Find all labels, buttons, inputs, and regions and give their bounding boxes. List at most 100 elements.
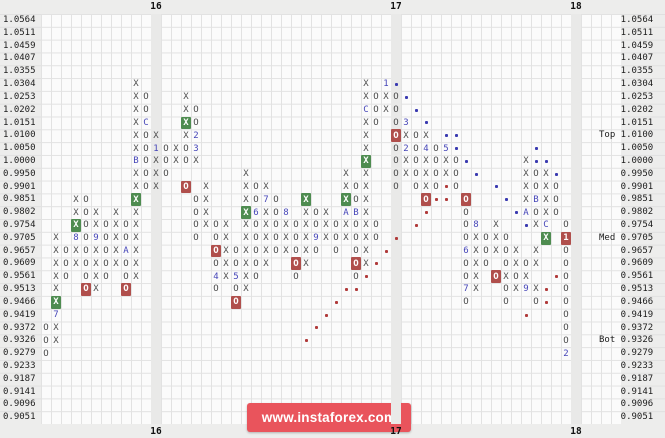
price-label-left: 0.9279: [3, 348, 36, 359]
pnf-cell: O: [533, 181, 539, 192]
pnf-cell: X: [133, 271, 139, 282]
pnf-cell: X: [343, 169, 349, 180]
pnf-cell: O: [193, 220, 199, 231]
price-label-left: 0.9466: [3, 296, 36, 307]
instaforex-watermark[interactable]: www.instaforex.com: [247, 403, 411, 432]
pnf-cell: O: [353, 220, 359, 231]
dot-glyph: [544, 287, 548, 291]
pnf-cell: X: [303, 220, 309, 231]
pnf-cell: O: [83, 194, 89, 205]
dot-glyph: [414, 223, 418, 227]
pnf-cell: X: [93, 284, 99, 295]
dot-glyph: [374, 262, 378, 266]
pnf-cell: X: [363, 194, 369, 205]
pnf-cell: X: [523, 181, 529, 192]
pnf-cell: O: [233, 284, 239, 295]
pnf-cell: O: [253, 181, 259, 192]
pnf-cell: O: [193, 105, 199, 116]
pnf-cell: O: [463, 297, 469, 308]
projection-dot-red: [411, 219, 421, 232]
pnf-cell: O: [563, 284, 569, 295]
projection-dot-red: [541, 296, 551, 309]
pnf-cell: O: [143, 130, 149, 141]
pnf-cell: X: [93, 246, 99, 257]
month-marker: 9: [93, 233, 99, 244]
pnf-cell: O: [433, 181, 439, 192]
pnf-cell: O: [233, 258, 239, 269]
pnf-cell: X: [133, 169, 139, 180]
month-marker: 2: [563, 348, 569, 359]
month-marker: 5: [443, 143, 449, 154]
projection-dot-blue: [511, 206, 521, 219]
pnf-cell: O: [463, 271, 469, 282]
pnf-cell: X: [153, 130, 159, 141]
pnf-cell: X: [383, 92, 389, 103]
pnf-cell: X: [53, 246, 59, 257]
pnf-cell: O: [143, 105, 149, 116]
pnf-cell: O: [123, 258, 129, 269]
pnf-cell: O: [533, 207, 539, 218]
pnf-cell: X: [53, 233, 59, 244]
dot-glyph: [334, 300, 338, 304]
pnf-cell: O: [353, 194, 359, 205]
projection-dot-blue: [421, 117, 431, 130]
pnf-cell: O: [353, 181, 359, 192]
signal-box-green-x: X: [71, 219, 81, 232]
pnf-cell: O: [183, 143, 189, 154]
projection-dot-red: [361, 270, 371, 283]
projection-dot-blue: [401, 91, 411, 104]
price-label-right: 1.0355: [599, 66, 654, 77]
pnf-cell: O: [563, 246, 569, 257]
price-label-right: 1.0304: [599, 79, 654, 90]
price-label-right: 1.0151: [599, 117, 654, 128]
signal-box-green-x: X: [361, 154, 371, 168]
pnf-cell: X: [93, 220, 99, 231]
pnf-cell: X: [363, 92, 369, 103]
pnf-cell: O: [393, 169, 399, 180]
pnf-cell: X: [533, 220, 539, 231]
price-label-left: 1.0564: [3, 15, 36, 25]
pnf-cell: X: [283, 246, 289, 257]
pnf-cell: O: [273, 233, 279, 244]
pnf-cell: O: [433, 169, 439, 180]
pnf-cell: X: [243, 233, 249, 244]
price-label-left: 1.0202: [3, 104, 36, 115]
pnf-cell: X: [223, 233, 229, 244]
price-label-left: 0.9326: [3, 335, 36, 346]
dot-glyph: [434, 198, 438, 202]
pnf-cell: X: [383, 105, 389, 116]
dot-glyph: [324, 313, 328, 317]
pnf-cell: O: [373, 117, 379, 128]
pnf-cell: X: [113, 220, 119, 231]
pnf-cell: O: [393, 156, 399, 167]
pnf-cell: X: [343, 181, 349, 192]
signal-box-red-o: O: [461, 193, 471, 207]
pnf-cell: X: [53, 284, 59, 295]
signal-box-red-o: O: [421, 193, 431, 207]
pnf-cell: X: [493, 246, 499, 257]
projection-dot-red: [421, 206, 431, 219]
pnf-cell: X: [73, 246, 79, 257]
pnf-cell: O: [293, 233, 299, 244]
pnf-cell: X: [243, 194, 249, 205]
pnf-cell: X: [243, 271, 249, 282]
pnf-cell: X: [283, 220, 289, 231]
pnf-cell: O: [563, 310, 569, 321]
pnf-cell: O: [293, 220, 299, 231]
pnf-cell: X: [363, 181, 369, 192]
signal-box-red-o: O: [291, 257, 301, 271]
pnf-cell: X: [173, 156, 179, 167]
month-marker: 7: [53, 310, 59, 321]
price-label-right: 0.9851: [599, 194, 654, 205]
price-label-left: 0.9051: [3, 412, 36, 423]
pnf-cell: O: [143, 169, 149, 180]
dot-glyph: [444, 198, 448, 202]
projection-dot-red: [551, 270, 561, 283]
pnf-cell: X: [303, 258, 309, 269]
pnf-cell: X: [243, 246, 249, 257]
dot-glyph: [544, 159, 548, 163]
price-label-left: 0.9561: [3, 271, 36, 282]
date-band-17: [391, 14, 401, 424]
pnf-cell: X: [113, 233, 119, 244]
pnf-cell: O: [453, 156, 459, 167]
